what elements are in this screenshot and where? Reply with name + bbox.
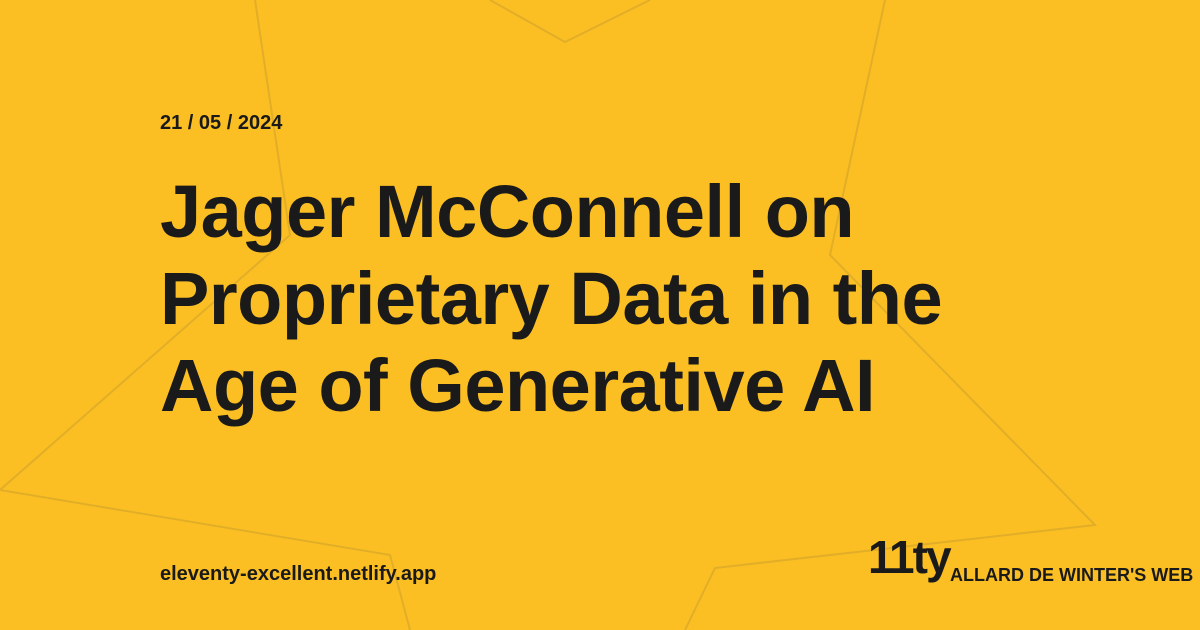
title-line: Age of Generative AI	[160, 344, 876, 427]
site-url: eleventy-excellent.netlify.app	[160, 563, 437, 585]
title-line: Proprietary Data in the	[160, 257, 943, 340]
title: Jager McConnell on Proprietary Data in th…	[160, 168, 943, 429]
logo: 11ty	[868, 531, 952, 583]
date: 21 / 05 / 2024	[160, 112, 283, 134]
site-name: ALLARD DE WINTER'S WEB	[950, 565, 1194, 585]
title-line: Jager McConnell on	[160, 170, 855, 253]
